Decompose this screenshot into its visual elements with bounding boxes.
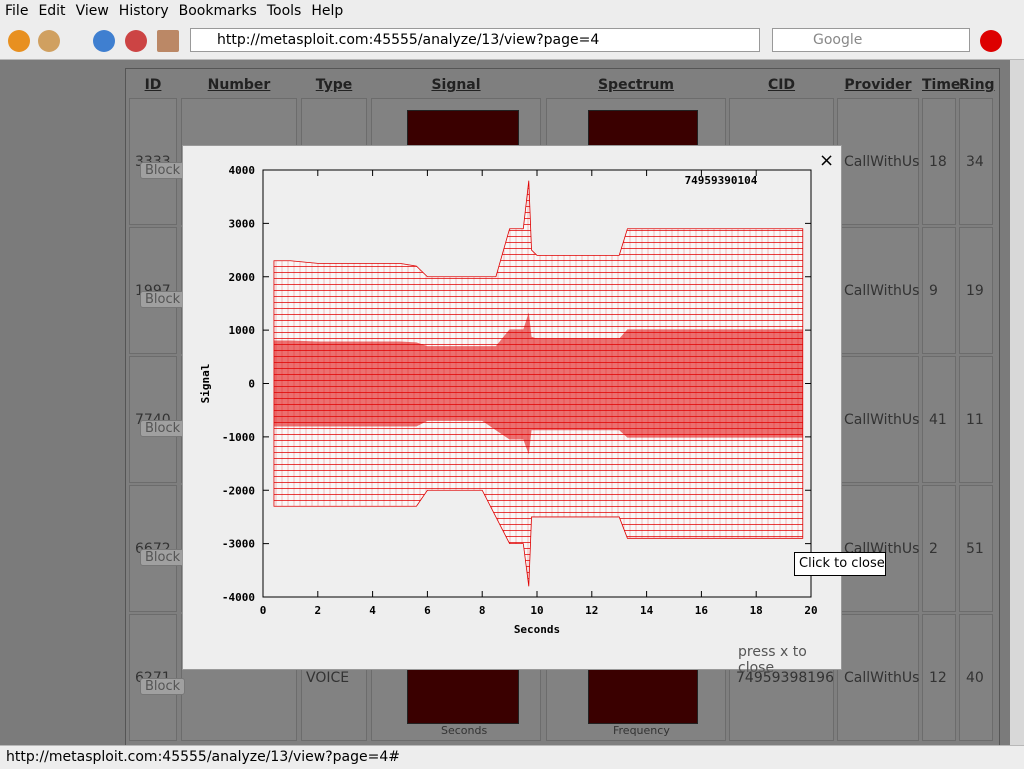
table-cell: [129, 98, 177, 225]
adblock-button[interactable]: [980, 30, 1002, 52]
provider: CallWithUs: [844, 283, 920, 299]
time: 9: [929, 283, 938, 299]
table-cell: [129, 356, 177, 483]
x-tick-label: 8: [479, 604, 486, 617]
y-tick-label: 3000: [229, 217, 256, 230]
y-tick-label: 4000: [229, 164, 256, 177]
block-button[interactable]: Block: [140, 420, 186, 437]
column-header[interactable]: Time: [922, 77, 961, 93]
time: 2: [929, 541, 938, 557]
signal-core: [273, 312, 803, 455]
ring: 19: [966, 283, 984, 299]
time: 12: [929, 670, 947, 686]
time: 41: [929, 412, 947, 428]
table-cell: [959, 227, 993, 354]
menu-item[interactable]: View: [75, 3, 109, 19]
close-button[interactable]: ×: [819, 150, 835, 171]
x-tick-label: 4: [369, 604, 376, 617]
menu-bar: File Edit View History Bookmarks Tools Help: [0, 0, 1024, 22]
x-tick-label: 16: [695, 604, 709, 617]
chart-title: 74959390104: [685, 174, 758, 187]
caller-id: 74959398196: [736, 670, 834, 686]
y-tick-label: 2000: [229, 271, 256, 284]
x-tick-label: 0: [260, 604, 267, 617]
table-cell: [129, 227, 177, 354]
table-cell: [922, 614, 956, 741]
ring: 51: [966, 541, 984, 557]
provider: CallWithUs: [844, 154, 920, 170]
y-tick-label: -3000: [222, 538, 255, 551]
table-cell: [129, 614, 177, 741]
table-cell: [959, 356, 993, 483]
column-header[interactable]: Spectrum: [597, 77, 675, 93]
y-tick-label: 0: [248, 378, 255, 391]
table-cell: [959, 485, 993, 612]
time: 18: [929, 154, 947, 170]
thumb-axis-label: Frequency: [613, 724, 670, 737]
block-button[interactable]: Block: [140, 678, 186, 695]
menu-item[interactable]: Tools: [266, 3, 302, 19]
menu-item[interactable]: Edit: [38, 3, 66, 19]
home-button[interactable]: [157, 30, 179, 52]
column-header[interactable]: Number: [207, 77, 271, 93]
y-tick-label: -4000: [222, 591, 255, 604]
y-axis-label: Signal: [199, 364, 212, 404]
menu-item[interactable]: Help: [311, 3, 344, 19]
x-tick-label: 18: [750, 604, 763, 617]
table-cell: [922, 227, 956, 354]
modal[interactable]: -4000 -3000 -2000 -1000 0 1000 2000 3000 4000 0 2 4…: [182, 145, 842, 676]
column-header[interactable]: Signal: [431, 77, 481, 93]
block-button[interactable]: Block: [140, 549, 186, 566]
menu-item[interactable]: Bookmarks: [178, 3, 257, 19]
x-tick-label: 12: [585, 604, 598, 617]
x-tick-label: 6: [424, 604, 431, 617]
column-header[interactable]: Provider: [844, 77, 912, 93]
scrollbar[interactable]: [1010, 60, 1024, 745]
table-cell: [922, 98, 956, 225]
provider: CallWithUs: [844, 412, 920, 428]
search-box[interactable]: Google: [772, 28, 970, 52]
call-type: VOICE: [306, 670, 350, 686]
y-tick-label: -1000: [222, 431, 255, 444]
thumb-axis-label: Seconds: [441, 724, 488, 737]
provider: CallWithUs: [844, 670, 920, 686]
x-tick-label: 10: [530, 604, 543, 617]
x-axis-label: Seconds: [514, 623, 560, 636]
table-cell: [837, 485, 919, 612]
x-tick-label: 14: [640, 604, 654, 617]
table-cell: [959, 98, 993, 225]
stop-button[interactable]: [125, 30, 147, 52]
block-button[interactable]: Block: [140, 162, 186, 179]
x-tick-label: 2: [314, 604, 321, 617]
ring: 34: [966, 154, 984, 170]
table-cell: [922, 485, 956, 612]
table-cell: [837, 227, 919, 354]
column-header[interactable]: ID: [144, 77, 162, 93]
forward-button[interactable]: [38, 30, 60, 52]
ring: 40: [966, 670, 984, 686]
tooltip: Click to close: [794, 552, 886, 576]
x-tick-label: 20: [804, 604, 817, 617]
column-header[interactable]: Type: [315, 77, 353, 93]
table-cell: [959, 614, 993, 741]
column-header[interactable]: CID: [767, 77, 796, 93]
column-header[interactable]: Ring: [959, 77, 995, 93]
table-cell: [129, 485, 177, 612]
status-bar: http://metasploit.com:45555/analyze/13/v…: [0, 745, 1024, 769]
ring: 11: [966, 412, 984, 428]
reload-button[interactable]: [93, 30, 115, 52]
table-cell: [922, 356, 956, 483]
menu-item[interactable]: History: [118, 3, 169, 19]
close-hint: press x to close: [738, 644, 807, 676]
y-tick-label: 1000: [229, 324, 256, 337]
toolbar: http://metasploit.com:45555/analyze/13/v…: [0, 22, 1024, 60]
back-button[interactable]: [8, 30, 30, 52]
y-tick-label: -2000: [222, 484, 255, 497]
table-cell: [837, 614, 919, 741]
url-bar[interactable]: http://metasploit.com:45555/analyze/13/v…: [190, 28, 760, 52]
menu-item[interactable]: File: [5, 3, 29, 19]
block-button[interactable]: Block: [140, 291, 186, 308]
chart: -4000 -3000 -2000 -1000 0 1000 2000 3000 4000 0 2 4…: [199, 164, 818, 636]
